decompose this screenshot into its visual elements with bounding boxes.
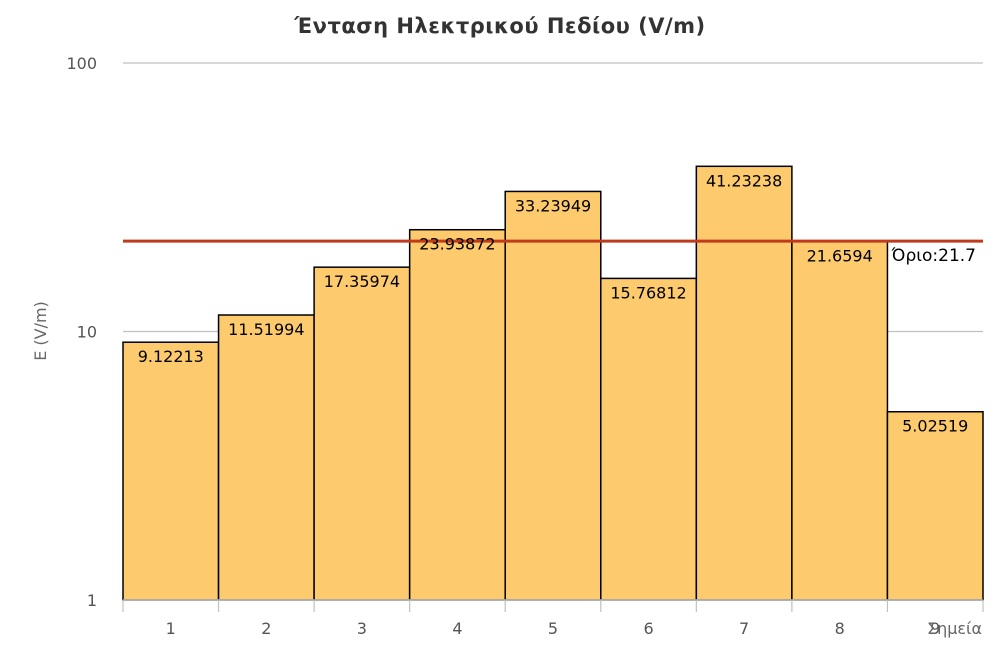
axis-layer [122,599,984,612]
x-tick-label: 8 [835,619,845,638]
bar-value-label: 5.02519 [902,417,968,436]
x-tick-label: 6 [643,619,653,638]
bar [217,314,315,601]
y-axis-title: E (V/m) [31,301,50,361]
limit-label: Όριο:21.7 [891,246,976,266]
y-tick-label: 1 [87,591,97,610]
bar [408,228,506,601]
bar [886,410,984,601]
bar-value-label: 11.51994 [228,320,304,339]
bar-value-label: 9.12213 [138,347,204,366]
x-tick-label: 2 [261,619,271,638]
y-tick-label: 10 [77,323,97,342]
bar [504,190,602,601]
bar [122,341,220,601]
x-tick-label: 7 [739,619,749,638]
x-axis-title: Σημεία [927,619,982,638]
bar-value-label: 41.23238 [706,171,782,190]
bar [313,266,411,601]
bar [695,165,793,601]
bar-value-label: 23.93872 [419,235,495,254]
x-tick-label: 1 [166,619,176,638]
bars-layer [122,165,984,601]
bar-value-label: 33.23949 [515,196,591,215]
bar [791,240,889,601]
x-tick-label: 9 [930,619,940,638]
bar-value-label: 15.76812 [610,283,686,302]
bar [600,277,698,601]
chart-title: Ένταση Ηλεκτρικού Πεδίου (V/m) [294,14,706,38]
labels-layer: 1 10 100 9.12213 11.51994 17.35974 23.93872 33.… [31,54,982,638]
x-tick-label: 3 [357,619,367,638]
x-tick-label: 4 [452,619,462,638]
bar-value-label: 17.35974 [324,272,400,291]
bar-value-label: 21.6594 [807,246,873,265]
y-tick-label: 100 [66,54,97,73]
x-tick-label: 5 [548,619,558,638]
